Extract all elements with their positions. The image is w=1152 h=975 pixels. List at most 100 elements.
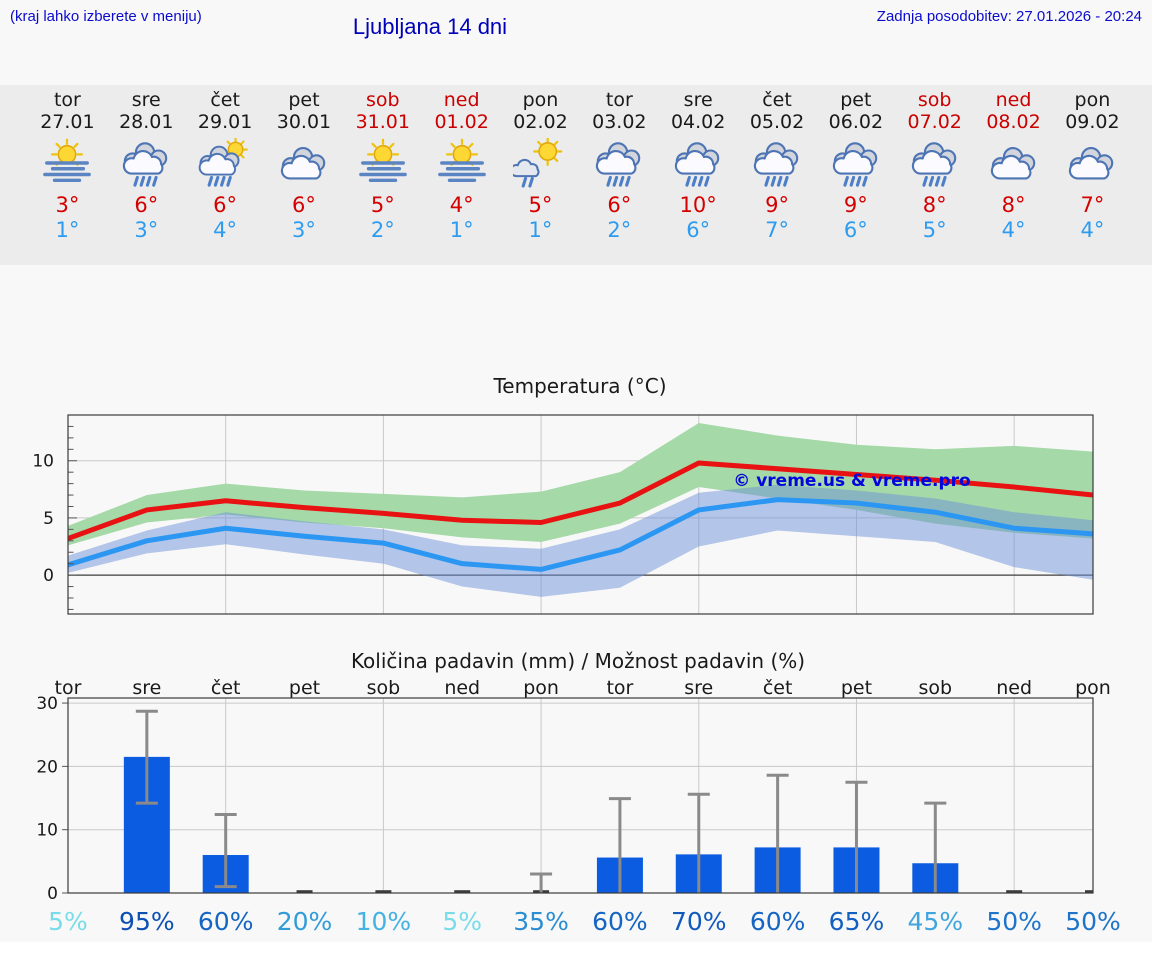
max-temp-value: 9° bbox=[765, 193, 789, 217]
plot-border bbox=[67, 697, 1094, 894]
max-temp-value: 6° bbox=[607, 193, 632, 217]
precip-bar-trace bbox=[454, 890, 471, 893]
day-label: čet bbox=[211, 677, 241, 699]
day-date: 28.01 bbox=[119, 111, 174, 133]
rain-icon bbox=[592, 138, 646, 188]
day-name: čet bbox=[210, 89, 240, 111]
day-name: ned bbox=[995, 89, 1032, 111]
min-temp-value: 1° bbox=[55, 218, 80, 242]
precip-probability: 50% bbox=[1065, 907, 1121, 936]
forecast-day: tor 03.02 6° 2° bbox=[580, 85, 659, 265]
max-temp-value: 7° bbox=[1080, 193, 1105, 217]
forecast-day: sob 07.02 8° 5° bbox=[895, 85, 974, 265]
sun-fog-icon bbox=[356, 138, 410, 188]
temp-chart-title: Temperatura (°C) bbox=[492, 375, 666, 398]
forecast-day: sob 31.01 5° 2° bbox=[343, 85, 422, 265]
watermark: © vreme.us & vreme.pro bbox=[733, 471, 970, 491]
day-name: pon bbox=[1074, 89, 1111, 111]
menu-hint-text: (kraj lahko izberete v meniju) bbox=[10, 8, 202, 25]
min-temp-value: 4° bbox=[1001, 218, 1026, 242]
forecast-day: tor 27.01 3° 1° bbox=[28, 85, 107, 265]
max-temp-value: 5° bbox=[370, 193, 395, 217]
page-title: Ljubljana 14 dni bbox=[352, 14, 508, 39]
forecast-day: pet 06.02 9° 6° bbox=[816, 85, 895, 265]
max-temp-value: 4° bbox=[449, 193, 474, 217]
precip-bar-trace bbox=[296, 890, 313, 893]
rain-icon bbox=[750, 138, 804, 188]
max-temp-value: 3° bbox=[55, 193, 80, 217]
min-temp-range-band bbox=[68, 484, 1093, 597]
day-date: 09.02 bbox=[1065, 111, 1120, 133]
min-temp-value: 6° bbox=[843, 218, 868, 242]
precip-bar-trace bbox=[1006, 890, 1023, 893]
precip-probability: 10% bbox=[356, 907, 412, 936]
last-update-text: Zadnja posodobitev: 27.01.2026 - 20:24 bbox=[876, 8, 1142, 25]
max-temp-value: 8° bbox=[1001, 193, 1026, 217]
day-label: ned bbox=[996, 677, 1032, 699]
forecast-day: čet 05.02 9° 7° bbox=[738, 85, 817, 265]
precip-bar-trace bbox=[1085, 890, 1093, 893]
sun-rain-icon bbox=[198, 138, 252, 188]
min-temp-value: 2° bbox=[607, 218, 632, 242]
min-temp-value: 7° bbox=[765, 218, 789, 242]
day-label: sob bbox=[367, 677, 401, 699]
day-label: pon bbox=[1075, 677, 1111, 699]
day-label: pet bbox=[289, 677, 320, 699]
day-name: pon bbox=[522, 89, 559, 111]
day-name: pet bbox=[840, 89, 872, 111]
day-name: ned bbox=[443, 89, 480, 111]
y-tick-label: 5 bbox=[43, 509, 54, 529]
day-date: 04.02 bbox=[670, 111, 726, 133]
day-label: sob bbox=[919, 677, 953, 699]
min-temp-value: 4° bbox=[1080, 218, 1105, 242]
precip-probability: 45% bbox=[908, 907, 964, 936]
precip-probability: 5% bbox=[48, 907, 88, 936]
day-name: čet bbox=[762, 89, 792, 111]
day-label: sre bbox=[132, 677, 161, 699]
daily-forecast-row: tor 27.01 3° 1° sre 28.01 6° 3° čet 29.0… bbox=[28, 85, 1132, 265]
day-date: 01.02 bbox=[434, 111, 489, 133]
forecast-day: pet 30.01 6° 3° bbox=[265, 85, 344, 265]
day-label: tor bbox=[55, 677, 82, 699]
day-date: 07.02 bbox=[907, 111, 962, 133]
min-temp-value: 3° bbox=[134, 218, 159, 242]
day-label: tor bbox=[606, 677, 633, 699]
y-tick-label: 0 bbox=[43, 566, 54, 586]
sun-small-rain-icon bbox=[513, 138, 567, 188]
day-date: 31.01 bbox=[355, 111, 410, 133]
day-label: ned bbox=[444, 677, 480, 699]
temperature-chart: Temperatura (°C) 0 5 10 © vreme.us & vreme.p… bbox=[32, 375, 1094, 615]
cloudy-icon bbox=[277, 138, 331, 188]
precip-bar-trace bbox=[375, 890, 392, 893]
day-date: 03.02 bbox=[592, 111, 647, 133]
day-name: tor bbox=[53, 89, 81, 111]
y-tick-label: 0 bbox=[47, 884, 58, 904]
forecast-day: sre 28.01 6° 3° bbox=[107, 85, 186, 265]
day-label: čet bbox=[763, 677, 793, 699]
min-temp-value: 5° bbox=[922, 218, 947, 242]
max-temp-value: 9° bbox=[843, 193, 868, 217]
max-temp-value: 8° bbox=[922, 193, 947, 217]
precip-probability: 65% bbox=[829, 907, 885, 936]
sun-fog-icon bbox=[40, 138, 94, 188]
precip-probability: 70% bbox=[671, 907, 727, 936]
day-date: 29.01 bbox=[197, 111, 253, 133]
y-tick-label: 20 bbox=[36, 757, 58, 777]
min-temp-value: 6° bbox=[686, 218, 711, 242]
day-date: 30.01 bbox=[276, 111, 332, 133]
day-name: sob bbox=[366, 89, 400, 111]
day-name: sob bbox=[917, 89, 952, 111]
max-temp-value: 6° bbox=[213, 193, 238, 217]
min-temp-line bbox=[68, 497, 1093, 572]
day-date: 02.02 bbox=[513, 111, 568, 133]
precip-chart-title: Količina padavin (mm) / Možnost padavin … bbox=[351, 649, 805, 673]
forecast-day: ned 08.02 8° 4° bbox=[974, 85, 1053, 265]
precip-probability: 5% bbox=[442, 907, 482, 936]
forecast-day: ned 01.02 4° 1° bbox=[422, 85, 501, 265]
max-temp-value: 6° bbox=[292, 193, 316, 217]
y-tick-label: 10 bbox=[36, 821, 58, 841]
precip-probability: 35% bbox=[513, 907, 569, 936]
day-name: sre bbox=[683, 89, 713, 111]
max-temp-value: 6° bbox=[134, 193, 159, 217]
min-temp-value: 2° bbox=[370, 218, 395, 242]
